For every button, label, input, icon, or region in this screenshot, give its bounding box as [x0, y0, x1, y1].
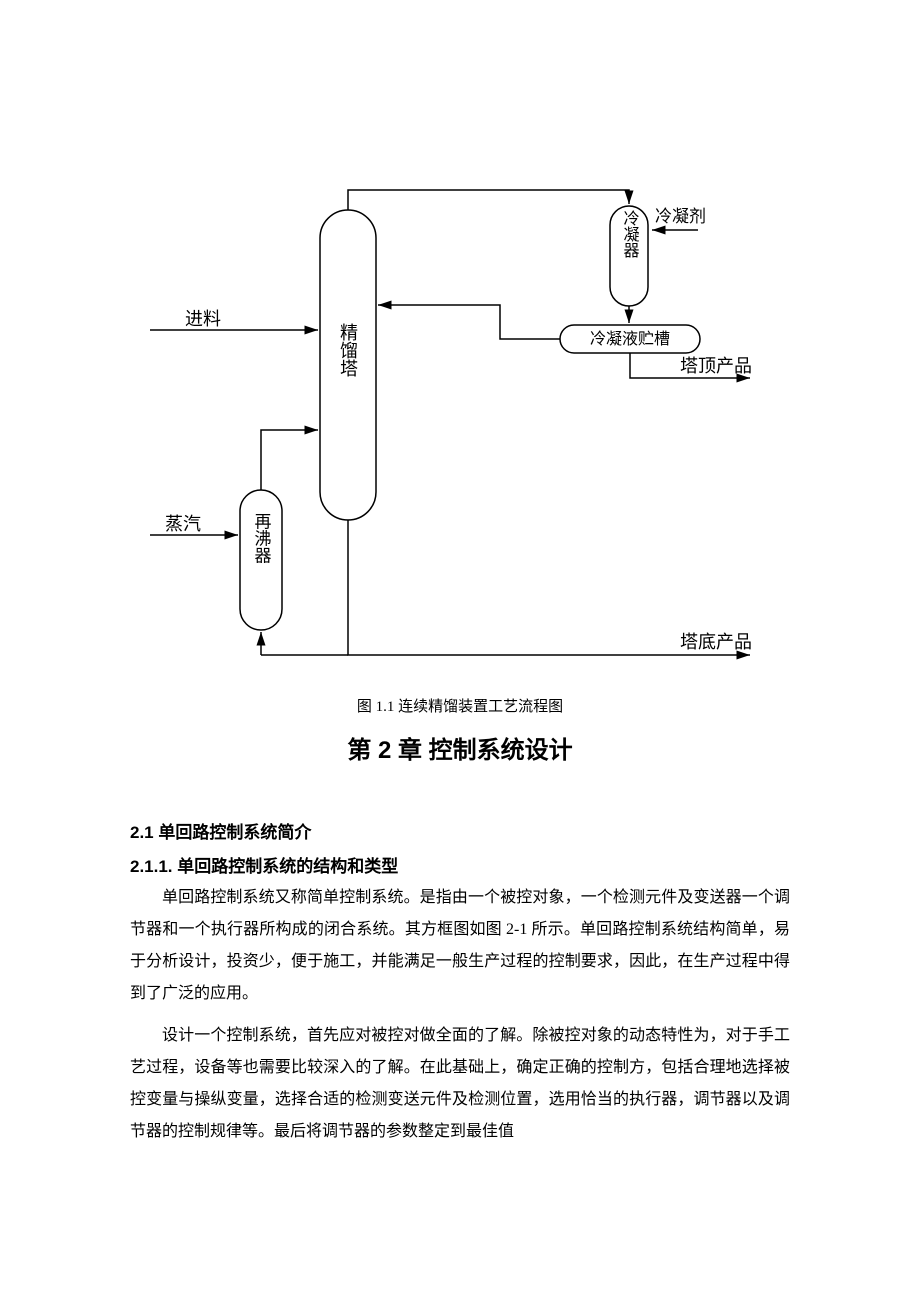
- paragraph-1: 单回路控制系统又称简单控制系统。是指由一个被控对象，一个检测元件及变送器一个调节…: [130, 882, 790, 1010]
- reboiler-return-line: [261, 430, 318, 490]
- process-flow-diagram: 精馏塔 再沸器 冷凝器 冷凝液贮槽 进料 蒸汽 冷凝剂 塔顶产品 塔底产品: [120, 150, 800, 680]
- section-heading-2-1-1: 2.1.1. 单回路控制系统的结构和类型: [130, 852, 398, 877]
- column-label: 精馏塔: [338, 323, 358, 377]
- vapor-line: [348, 190, 629, 210]
- coolant-label: 冷凝剂: [655, 207, 706, 226]
- steam-label: 蒸汽: [165, 514, 201, 534]
- condenser-label: 冷凝器: [621, 210, 640, 258]
- reboiler-label: 再沸器: [252, 513, 272, 564]
- feed-label: 进料: [185, 309, 221, 329]
- top-product-label: 塔顶产品: [680, 356, 752, 376]
- bottom-product-label: 塔底产品: [680, 632, 752, 652]
- reflux-line: [378, 305, 560, 339]
- paragraph-2: 设计一个控制系统，首先应对被控对做全面的了解。除被控对象的动态特性为，对于手工艺…: [130, 1020, 790, 1148]
- figure-caption: 图 1.1 连续精馏装置工艺流程图: [0, 695, 920, 716]
- section-heading-2-1: 2.1 单回路控制系统简介: [130, 818, 311, 843]
- diagram-svg: 精馏塔 再沸器 冷凝器 冷凝液贮槽 进料 蒸汽 冷凝剂 塔顶产品 塔底产品: [120, 150, 800, 680]
- chapter-title: 第 2 章 控制系统设计: [0, 730, 920, 765]
- tank-label: 冷凝液贮槽: [590, 330, 670, 348]
